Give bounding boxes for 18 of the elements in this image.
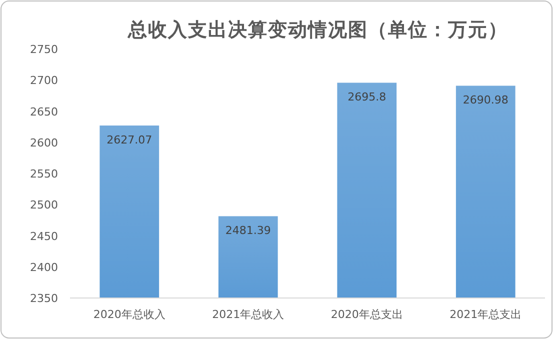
x-tick-label: 2021年总支出 bbox=[450, 308, 522, 321]
data-label: 2481.39 bbox=[225, 224, 271, 238]
data-label: 2690.98 bbox=[462, 94, 508, 107]
y-tick-label: 2350 bbox=[30, 292, 58, 305]
x-tick-label: 2021年总收入 bbox=[212, 308, 284, 321]
x-tick-label: 2020年总收入 bbox=[93, 308, 166, 321]
y-tick-label: 2450 bbox=[30, 230, 58, 243]
chart-title: 总收入支出决算变动情况图（单位：万元） bbox=[127, 19, 508, 41]
x-tick-label: 2020年总支出 bbox=[330, 308, 403, 321]
y-tick-label: 2750 bbox=[30, 43, 58, 56]
data-label: 2627.07 bbox=[106, 134, 152, 147]
y-tick-label: 2500 bbox=[30, 198, 58, 212]
y-tick-label: 2400 bbox=[30, 260, 58, 274]
y-tick-label: 2700 bbox=[30, 74, 58, 88]
data-label: 2695.8 bbox=[348, 90, 386, 104]
y-tick-label: 2650 bbox=[30, 105, 58, 118]
y-tick-label: 2550 bbox=[30, 168, 58, 180]
y-tick-label: 2600 bbox=[30, 136, 58, 150]
